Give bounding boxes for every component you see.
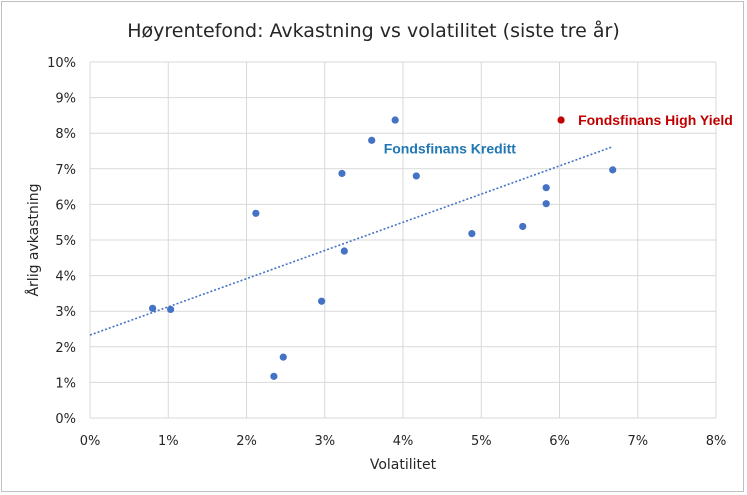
data-point — [542, 200, 550, 208]
data-point — [391, 116, 399, 124]
x-tick-labels: 0% 1% 2% 3% 4% 5% 6% 7% 8% — [80, 434, 727, 449]
y-tick-label: 0% — [55, 412, 76, 427]
y-tick-label: 9% — [55, 92, 76, 107]
data-point — [368, 136, 376, 144]
chart-title: Høyrentefond: Avkastning vs volatilitet … — [127, 20, 620, 42]
data-points — [149, 116, 617, 380]
data-point — [412, 172, 420, 180]
data-point — [270, 372, 278, 380]
data-point — [340, 247, 348, 255]
x-tick-label: 7% — [627, 434, 648, 449]
x-tick-label: 0% — [80, 434, 101, 449]
y-tick-labels: 0% 1% 2% 3% 4% 5% 6% 7% 8% 9% 10% — [47, 56, 76, 427]
x-axis-label: Volatilitet — [370, 457, 437, 473]
y-tick-label: 2% — [55, 341, 76, 356]
y-tick-label: 5% — [55, 234, 76, 249]
x-tick-label: 8% — [706, 434, 727, 449]
x-tick-label: 2% — [236, 434, 257, 449]
y-tick-label: 7% — [55, 163, 76, 178]
data-point — [252, 209, 260, 217]
data-point — [279, 353, 287, 361]
data-point — [149, 304, 157, 312]
x-tick-label: 6% — [549, 434, 570, 449]
data-point — [318, 297, 326, 305]
x-tick-label: 5% — [471, 434, 492, 449]
x-tick-label: 4% — [393, 434, 414, 449]
x-tick-label: 1% — [158, 434, 179, 449]
data-point — [519, 222, 527, 231]
annotation-label: Fondsfinans High Yield — [578, 112, 733, 128]
data-point — [468, 229, 476, 238]
trendline-path — [89, 145, 613, 336]
y-axis-label: Årlig avkastning — [25, 183, 42, 296]
annotations: Fondsfinans Kreditt Fondsfinans High Yiel… — [384, 112, 733, 156]
data-point — [609, 166, 617, 174]
data-point — [557, 116, 565, 124]
y-tick-label: 1% — [55, 376, 76, 391]
data-point — [166, 305, 175, 314]
y-tick-label: 10% — [47, 56, 76, 71]
y-tick-label: 3% — [55, 305, 76, 320]
annotation-label: Fondsfinans Kreditt — [384, 140, 517, 156]
y-tick-label: 8% — [55, 127, 76, 142]
x-tick-label: 3% — [314, 434, 335, 449]
data-point — [338, 169, 346, 178]
y-tick-label: 6% — [55, 198, 76, 213]
y-tick-label: 4% — [55, 270, 76, 285]
trendline — [89, 145, 613, 336]
data-point — [542, 184, 550, 192]
